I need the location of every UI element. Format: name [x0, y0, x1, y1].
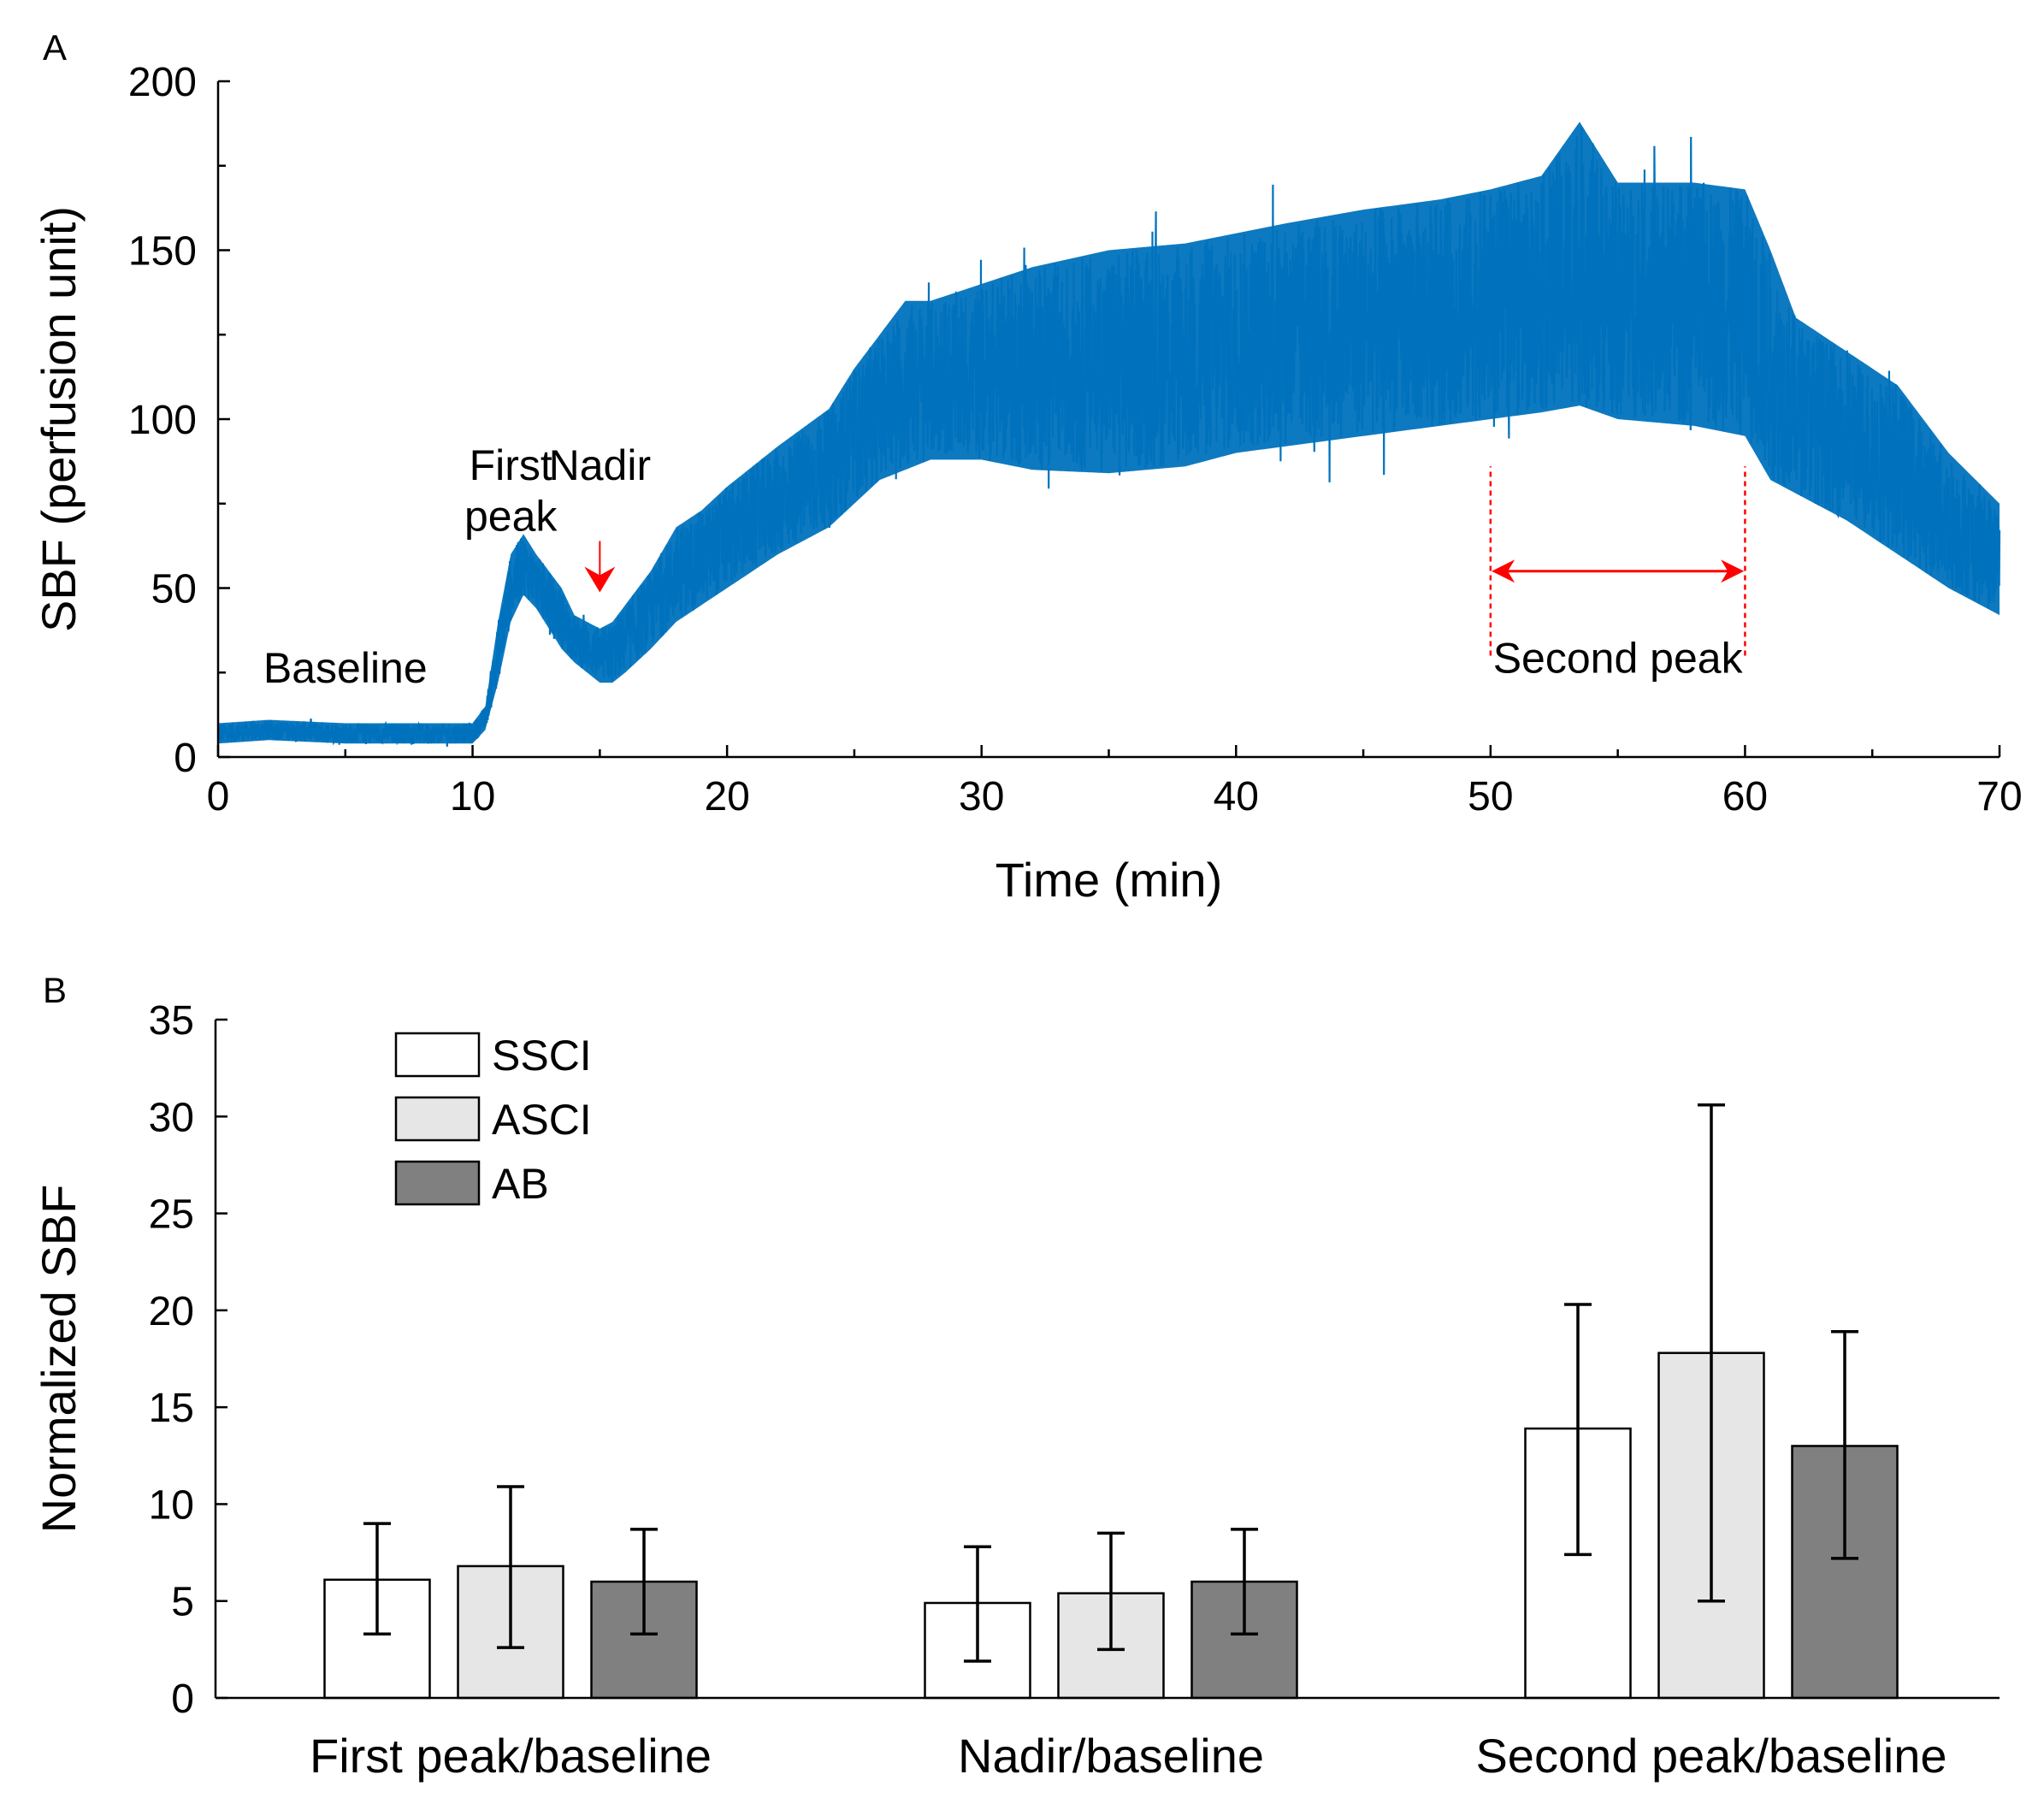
- panel-b-y-tick-label: 5: [171, 1580, 194, 1625]
- panel-a-x-tick-label: 30: [959, 774, 1004, 819]
- panel-b-plot-area: [323, 1103, 1899, 1700]
- annotation-label: Baseline: [263, 644, 428, 692]
- annotation-label: First: [470, 441, 552, 489]
- panel-b-axes: First peak/baseline Nadir/baseline Second …: [149, 998, 2000, 1783]
- annotation-label: Second peak: [1493, 634, 1744, 682]
- panel-a-letter: A: [43, 27, 67, 68]
- panel-b-letter: B: [43, 970, 67, 1010]
- panel-a: A 0 10 20 30 40 50 60 70 0 50 100 150 200 Time (min)…: [32, 27, 2023, 907]
- nadir-arrow-head: [584, 566, 616, 593]
- annotation-label: peak: [464, 492, 558, 540]
- panel-a-y-tick-label: 50: [151, 567, 197, 612]
- panel-b-legend: SSCI ASCI AB: [394, 1032, 592, 1208]
- legend-swatch-ssci: [394, 1032, 481, 1078]
- sbf-signal-line: [217, 127, 2001, 747]
- panel-b-y-tick-label: 0: [171, 1677, 194, 1722]
- panel-a-x-tick-label: 0: [207, 774, 230, 819]
- panel-a-y-tick-label: 150: [128, 229, 197, 275]
- panel-a-axes: 0 10 20 30 40 50 60 70 0 50 100 150 200: [128, 60, 2023, 819]
- legend-label-asci: ASCI: [492, 1096, 592, 1144]
- panel-a-x-tick-label: 50: [1468, 774, 1513, 819]
- panel-a-x-tick-label: 40: [1214, 774, 1259, 819]
- panel-a-y-tick-label: 0: [174, 736, 197, 781]
- category-label: Second peak/baseline: [1475, 1729, 1947, 1783]
- panel-a-y-axis-title: SBF (perfusion unit): [32, 206, 86, 632]
- legend-swatch-asci: [394, 1096, 481, 1142]
- panel-b-y-tick-label: 30: [149, 1095, 194, 1140]
- panel-b-y-axis-title: Normalized SBF: [32, 1185, 86, 1534]
- panel-a-y-tick-label: 200: [128, 60, 197, 105]
- panel-a-plot-area: [217, 121, 2001, 747]
- category-label: First peak/baseline: [310, 1729, 712, 1783]
- panel-b-y-tick-label: 10: [149, 1482, 194, 1528]
- panel-a-x-tick-label: 10: [450, 774, 495, 819]
- category-label: Nadir/baseline: [958, 1729, 1264, 1783]
- legend-swatch-ab: [394, 1160, 481, 1206]
- panel-b-y-tick-label: 20: [149, 1289, 194, 1334]
- legend-label-ab: AB: [492, 1160, 549, 1208]
- panel-a-x-tick-label: 60: [1722, 774, 1768, 819]
- panel-b-y-tick-label: 15: [149, 1386, 194, 1431]
- panel-b-y-tick-label: 35: [149, 998, 194, 1044]
- panel-b-y-tick-label: 25: [149, 1192, 194, 1238]
- panel-a-y-tick-label: 100: [128, 398, 197, 443]
- legend-label-ssci: SSCI: [492, 1032, 592, 1079]
- panel-a-x-tick-label: 70: [1976, 774, 2022, 819]
- panel-a-x-tick-label: 20: [704, 774, 749, 819]
- panel-a-x-axis-title: Time (min): [995, 853, 1222, 907]
- panel-b: B First peak/baseline Nadir/baseline Secon…: [32, 970, 2000, 1783]
- annotation-label: Nadir: [549, 441, 651, 489]
